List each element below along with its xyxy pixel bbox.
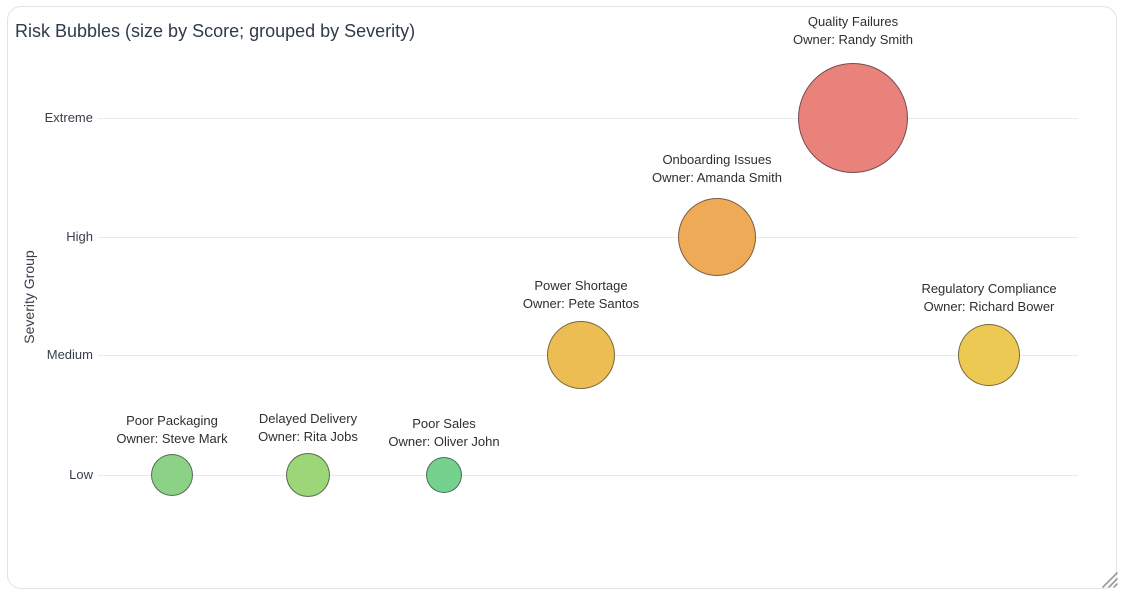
bubble-label-owner: Owner: Rita Jobs [258,429,358,444]
bubble-label-name: Onboarding Issues [662,152,772,167]
bubble-label-name: Power Shortage [534,278,628,293]
bubble-label-name: Poor Packaging [126,413,218,428]
y-axis-title: Severity Group [21,250,37,344]
bubble-poor-sales[interactable] [426,457,462,493]
bubble-label-owner: Owner: Richard Bower [923,299,1055,314]
bubble-power-shortage[interactable] [547,321,615,389]
y-tick-label-high: High [66,229,93,244]
bubble-label-name: Regulatory Compliance [921,281,1057,296]
bubble-regulatory-compliance[interactable] [958,324,1020,386]
bubble-label-owner: Owner: Randy Smith [793,32,913,47]
bubble-label-regulatory-compliance: Regulatory Compliance Owner: Richard Bowe… [819,280,1128,316]
bubble-onboarding-issues[interactable] [678,198,756,276]
bubble-label-poor-sales: Poor Sales Owner: Oliver John [274,415,614,451]
chart-card [7,6,1117,589]
bubble-label-poor-packaging: Poor Packaging Owner: Steve Mark [2,412,342,448]
y-tick-label-medium: Medium [46,347,93,362]
bubble-label-delayed-delivery: Delayed Delivery Owner: Rita Jobs [138,410,478,446]
y-tick-label-extreme: Extreme [44,110,93,125]
bubble-label-power-shortage: Power Shortage Owner: Pete Santos [411,277,751,313]
bubble-delayed-delivery[interactable] [286,453,330,497]
y-tick-label-low: Low [69,467,93,482]
bubble-label-onboarding-issues: Onboarding Issues Owner: Amanda Smith [547,151,887,187]
bubble-label-name: Quality Failures [807,14,899,29]
bubble-poor-packaging[interactable] [151,454,193,496]
bubble-label-owner: Owner: Amanda Smith [651,170,783,185]
bubble-label-owner: Owner: Oliver John [388,434,500,449]
bubble-label-name: Poor Sales [412,416,476,431]
bubble-label-owner: Owner: Steve Mark [116,431,228,446]
bubble-label-name: Delayed Delivery [258,411,358,426]
bubble-quality-failures[interactable] [798,63,908,173]
bubble-label-owner: Owner: Pete Santos [522,296,640,311]
gridline-high [98,237,1078,238]
chart-title: Risk Bubbles (size by Score; grouped by … [15,21,416,41]
bubble-label-quality-failures: Quality Failures Owner: Randy Smith [683,13,1023,49]
gridline-low [98,475,1078,476]
gridline-extreme [98,118,1078,119]
resize-handle-icon[interactable] [1100,570,1120,590]
